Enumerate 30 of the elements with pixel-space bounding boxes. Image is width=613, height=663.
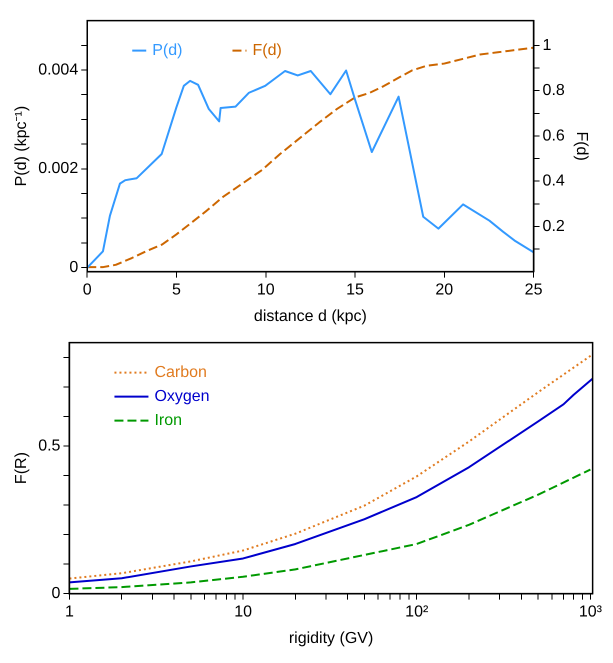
x-tick-label: 0 bbox=[82, 282, 92, 299]
x-tick-label: 10 bbox=[234, 604, 252, 621]
y2-tick-label: 0.2 bbox=[542, 218, 565, 235]
y-tick-label: 0.004 bbox=[38, 61, 78, 78]
x-axis-title: distance d (kpc) bbox=[254, 308, 367, 325]
y2-tick-label: 0.6 bbox=[542, 127, 565, 144]
y-axis-title: F(R) bbox=[13, 452, 30, 484]
x-tick-label: 10³ bbox=[578, 604, 603, 621]
y-axis-title: P(d) (kpc⁻¹) bbox=[13, 106, 30, 186]
legend-label: Oxygen bbox=[154, 388, 210, 406]
y2-tick-label: 0.4 bbox=[542, 172, 565, 190]
y2-tick-label: 1 bbox=[542, 36, 552, 54]
legend-label: Carbon bbox=[154, 364, 207, 382]
y2-tick-label: 0.8 bbox=[542, 82, 565, 100]
x-tick-label: 15 bbox=[346, 282, 364, 299]
x-axis-title: rigidity (GV) bbox=[288, 630, 374, 647]
y-tick-label: 0.002 bbox=[38, 160, 78, 178]
legend-label: P(d) bbox=[152, 42, 182, 60]
y-tick-label: 0 bbox=[52, 585, 61, 602]
x-tick-label: 10² bbox=[405, 604, 429, 621]
y-tick-label: 0 bbox=[69, 259, 78, 276]
x-tick-label: 10 bbox=[256, 282, 275, 299]
x-tick-label: 5 bbox=[172, 282, 182, 299]
y2-axis-title: F(d) bbox=[572, 131, 590, 161]
legend-label: Iron bbox=[154, 412, 182, 430]
y-tick-label: 0.5 bbox=[38, 437, 61, 454]
x-tick-label: 1 bbox=[64, 604, 74, 621]
legend-label: F(d) bbox=[252, 42, 282, 60]
x-tick-label: 20 bbox=[435, 282, 454, 299]
x-tick-label: 25 bbox=[524, 282, 543, 299]
